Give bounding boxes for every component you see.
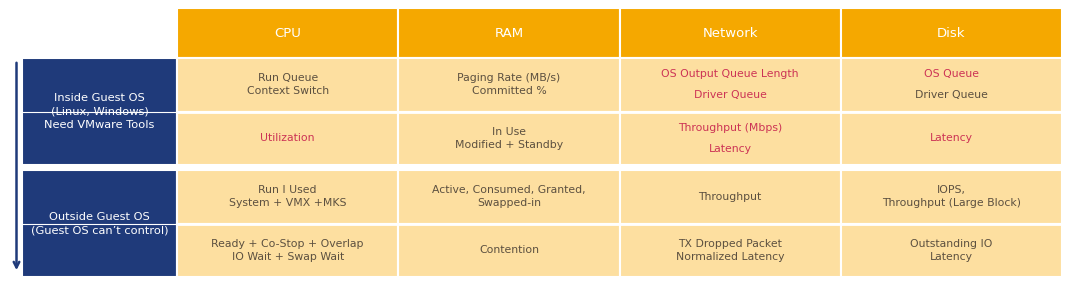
Text: Utilization: Utilization (261, 133, 315, 143)
Bar (619, 58, 841, 112)
Bar (177, 170, 398, 223)
Bar (177, 112, 398, 165)
Text: RAM: RAM (494, 27, 523, 40)
Text: Contention: Contention (478, 245, 539, 255)
Bar (841, 112, 1062, 165)
Bar (398, 58, 619, 112)
Bar (841, 8, 1062, 58)
Text: Network: Network (703, 27, 758, 40)
Text: Latency: Latency (709, 144, 752, 153)
Bar (177, 8, 398, 58)
Text: Throughput (Mbps): Throughput (Mbps) (678, 123, 782, 133)
Text: Inside Guest OS
(Linux, Windows)
Need VMware Tools: Inside Guest OS (Linux, Windows) Need VM… (44, 93, 155, 130)
Text: Driver Queue: Driver Queue (915, 90, 988, 100)
Bar (619, 8, 841, 58)
Bar (841, 223, 1062, 277)
Text: Driver Queue: Driver Queue (694, 90, 767, 100)
Bar (619, 223, 841, 277)
Text: Throughput: Throughput (698, 192, 761, 202)
Text: TX Dropped Packet
Normalized Latency: TX Dropped Packet Normalized Latency (676, 239, 784, 262)
Bar (177, 223, 398, 277)
Text: IOPS,
Throughput (Large Block): IOPS, Throughput (Large Block) (882, 185, 1021, 208)
Text: OS Queue: OS Queue (924, 69, 979, 79)
Bar (22, 170, 177, 277)
Bar (841, 170, 1062, 223)
Bar (398, 8, 619, 58)
Text: Active, Consumed, Granted,
Swapped-in: Active, Consumed, Granted, Swapped-in (433, 185, 585, 208)
Bar (619, 170, 841, 223)
Text: OS Output Queue Length: OS Output Queue Length (661, 69, 799, 79)
Text: Disk: Disk (937, 27, 965, 40)
Text: Outstanding IO
Latency: Outstanding IO Latency (910, 239, 992, 262)
Text: Run I Used
System + VMX +MKS: Run I Used System + VMX +MKS (229, 185, 346, 208)
Bar (22, 58, 177, 165)
Bar (619, 112, 841, 165)
Text: Latency: Latency (930, 133, 973, 143)
Text: Paging Rate (MB/s)
Committed %: Paging Rate (MB/s) Committed % (457, 73, 561, 96)
Bar (177, 58, 398, 112)
Text: In Use
Modified + Standby: In Use Modified + Standby (455, 127, 563, 150)
Text: Run Queue
Context Switch: Run Queue Context Switch (247, 73, 329, 96)
Text: Ready + Co-Stop + Overlap
IO Wait + Swap Wait: Ready + Co-Stop + Overlap IO Wait + Swap… (211, 239, 364, 262)
Text: CPU: CPU (274, 27, 301, 40)
Bar (398, 223, 619, 277)
Bar (398, 112, 619, 165)
Bar (398, 170, 619, 223)
Text: Outside Guest OS
(Guest OS can’t control): Outside Guest OS (Guest OS can’t control… (31, 212, 169, 235)
Bar (841, 58, 1062, 112)
